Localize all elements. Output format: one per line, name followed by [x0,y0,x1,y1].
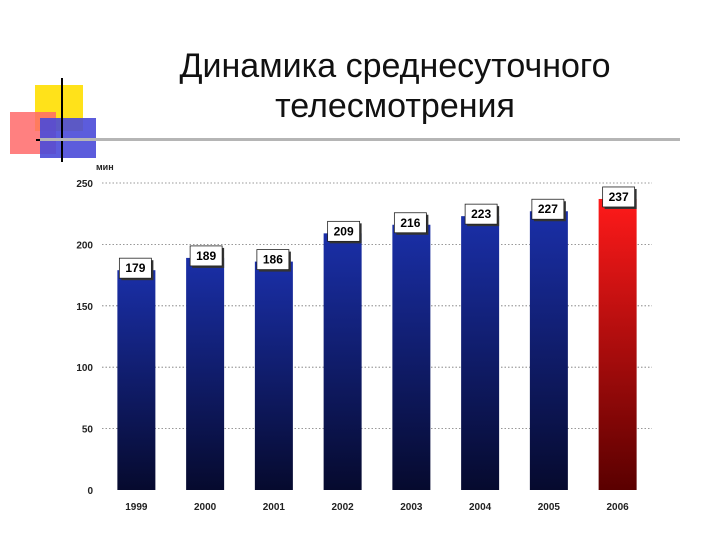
data-label-value: 179 [125,261,145,275]
bars [117,198,637,491]
y-tick-label: 100 [76,363,93,374]
x-tick-label: 2001 [263,502,286,513]
data-label-box [256,249,290,270]
bar-2001 [254,261,293,490]
page-title: Динамика среднесуточного телесмотрения [150,46,640,126]
grid-lines [102,182,652,430]
decorative-logo [10,78,120,162]
y-tick-label: 200 [76,240,93,251]
data-label-value: 186 [263,253,283,267]
bar-1999 [117,270,156,490]
data-label-value: 209 [334,224,354,238]
data-label-value: 189 [196,249,216,263]
x-tick-label: 2005 [538,502,561,513]
data-label-box [531,198,565,220]
data-label-value: 216 [400,216,420,230]
data-label-box [118,257,152,279]
x-tick-label: 2004 [469,502,492,513]
bar-2003 [392,224,431,490]
x-tick-label: 1999 [125,502,148,513]
bar-2000 [186,257,225,490]
bar-2002 [323,233,362,490]
y-tick-label: 250 [76,179,93,190]
data-label-box [602,186,636,208]
y-axis-unit-label: мин [96,162,114,172]
bar-2004 [461,216,500,490]
data-label-box [189,245,223,267]
y-axis-ticks: 0 50 100 150 200 250 [76,179,93,497]
data-label-value: 237 [609,190,629,204]
y-tick-label: 150 [76,302,93,313]
data-label-box [393,212,427,234]
data-labels: 179 189 186 209 216 223 227 237 [118,186,637,281]
y-tick-label: 0 [87,486,93,497]
title-line-1: Динамика среднесуточного [179,47,611,85]
x-tick-label: 2006 [607,502,630,513]
bar-2005 [529,211,568,490]
bar-chart: 0 50 100 150 200 250 179 189 186 209 216 223 227 237… [76,179,652,513]
data-label-box [327,220,361,242]
x-axis-ticks: 1999 2000 2001 2002 2003 2004 2005 2006 [125,502,629,513]
data-label-value: 223 [471,207,491,221]
title-line-2: телесмотрения [275,87,515,125]
x-tick-label: 2002 [332,502,355,513]
data-label-box [464,203,498,225]
bar-2006 [598,198,637,491]
x-tick-label: 2003 [400,502,423,513]
title-divider [40,138,680,141]
x-tick-label: 2000 [194,502,217,513]
y-tick-label: 50 [82,425,94,436]
data-label-value: 227 [538,202,558,216]
